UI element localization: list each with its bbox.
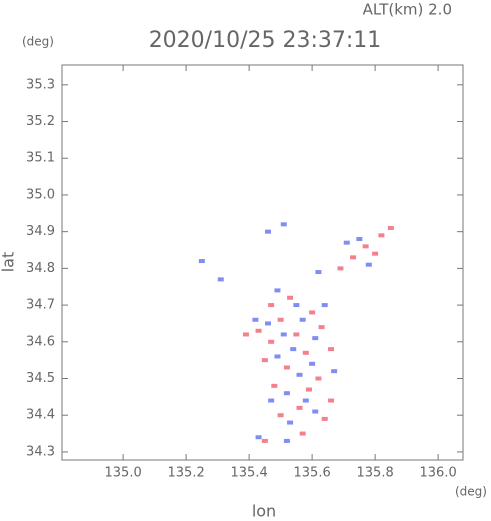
radar-cell <box>217 277 224 282</box>
radar-cell <box>309 361 316 366</box>
x-tick-label: 135.6 <box>294 466 331 481</box>
y-tick-label: 34.7 <box>26 298 55 313</box>
radar-cell <box>321 303 328 308</box>
y-unit: (deg) <box>22 35 54 49</box>
radar-cell <box>321 416 328 421</box>
radar-cell <box>312 409 319 414</box>
radar-cell <box>287 295 294 300</box>
radar-cell <box>365 262 372 267</box>
radar-cell <box>343 240 350 245</box>
x-unit: (deg) <box>455 485 487 499</box>
y-tick-label: 34.8 <box>26 261 55 276</box>
radar-cell <box>280 222 287 227</box>
radar-cell <box>331 369 338 374</box>
radar-cell <box>318 325 325 330</box>
x-tick-label: 135.2 <box>168 466 205 481</box>
radar-cell <box>293 332 300 337</box>
radar-cell <box>268 339 275 344</box>
radar-cell <box>296 372 303 377</box>
radar-cell <box>271 383 278 388</box>
radar-cell <box>268 303 275 308</box>
radar-cell <box>309 310 316 315</box>
y-tick-label: 35.1 <box>26 151 55 166</box>
radar-cell <box>255 435 262 440</box>
radar-cell <box>265 229 272 234</box>
radar-cell <box>378 233 385 238</box>
plot-frame <box>61 64 464 461</box>
radar-cell <box>305 387 312 392</box>
radar-cell <box>299 317 306 322</box>
radar-cell <box>277 317 284 322</box>
radar-cell <box>283 365 290 370</box>
radar-cell <box>274 288 281 293</box>
radar-cell <box>372 251 379 256</box>
radar-cell <box>274 354 281 359</box>
radar-cell <box>198 259 205 264</box>
radar-cell <box>356 237 363 242</box>
y-axis-label: lat <box>0 252 18 273</box>
radar-cell <box>261 358 268 363</box>
radar-cell <box>302 350 309 355</box>
y-tick-label: 34.4 <box>26 408 55 423</box>
radar-cell <box>255 328 262 333</box>
x-tick-label: 136.0 <box>420 466 457 481</box>
radar-cell <box>277 413 284 418</box>
radar-cell <box>265 321 272 326</box>
radar-cell <box>315 270 322 275</box>
y-tick-label: 34.6 <box>26 334 55 349</box>
radar-cell <box>337 266 344 271</box>
radar-cell <box>296 405 303 410</box>
radar-cell <box>242 332 249 337</box>
radar-cell <box>312 336 319 341</box>
radar-cell <box>315 376 322 381</box>
radar-cell <box>268 398 275 403</box>
radar-cell <box>299 431 306 436</box>
x-tick-label: 135.0 <box>105 466 142 481</box>
radar-cell <box>293 303 300 308</box>
radar-cell <box>387 225 394 230</box>
radar-cell <box>280 332 287 337</box>
radar-cell <box>252 317 259 322</box>
radar-cell <box>302 398 309 403</box>
radar-cell <box>283 391 290 396</box>
y-tick-label: 35.2 <box>26 114 55 129</box>
x-axis-label: lon <box>252 502 276 521</box>
radar-cell <box>261 438 268 443</box>
chart-subtitle: ALT(km) 2.0 <box>363 1 452 19</box>
x-tick-label: 135.8 <box>357 466 394 481</box>
radar-cell <box>362 244 369 249</box>
y-tick-label: 34.9 <box>26 224 55 239</box>
radar-cell <box>283 438 290 443</box>
x-tick-label: 135.4 <box>231 466 268 481</box>
chart-title: 2020/10/25 23:37:11 <box>149 28 382 53</box>
radar-cell <box>287 420 294 425</box>
y-tick-label: 35.0 <box>26 187 55 202</box>
radar-cell <box>350 255 357 260</box>
y-tick-label: 34.5 <box>26 371 55 386</box>
radar-cell <box>328 398 335 403</box>
y-tick-label: 34.3 <box>26 444 55 459</box>
radar-cell <box>290 347 297 352</box>
radar-cell <box>328 347 335 352</box>
y-tick-label: 35.3 <box>26 77 55 92</box>
